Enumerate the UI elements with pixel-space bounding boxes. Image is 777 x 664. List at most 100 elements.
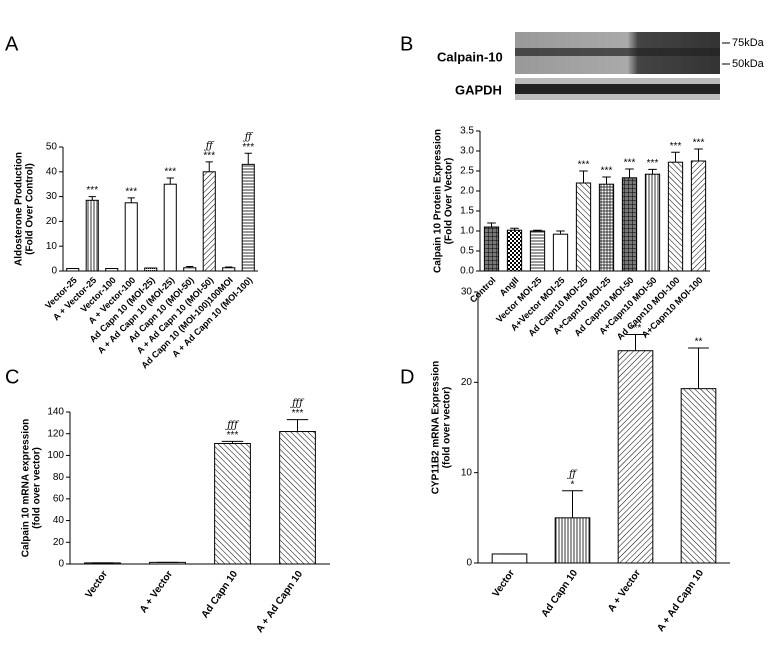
bar: [680, 388, 717, 564]
significance-label: ***: [670, 141, 682, 152]
y-tick-label: 30: [46, 191, 58, 202]
y-tick-label: 10: [461, 467, 473, 478]
significance-label: ***: [203, 151, 215, 162]
bar: [279, 431, 316, 565]
error-bar: [625, 168, 634, 178]
significance-label: ***: [242, 142, 254, 153]
x-tick-label: A + Vector: [606, 568, 643, 614]
bar: [554, 517, 591, 564]
bar: [598, 183, 615, 272]
bar: [552, 233, 569, 272]
significance-label: ***: [601, 166, 613, 177]
panel-label: B: [400, 33, 413, 55]
significance-label: ƒƒƒ: [225, 420, 240, 431]
x-tick-label: A + Ad Capn 10: [655, 568, 706, 634]
bar: [617, 350, 654, 564]
error-bar: [166, 177, 174, 185]
bar: [644, 173, 661, 272]
bar: [163, 183, 177, 272]
panel-label: D: [400, 366, 414, 388]
y-tick-label: 30: [461, 287, 473, 298]
y-tick-label: 3.5: [460, 126, 474, 137]
y-axis-label: (fold over vector): [32, 447, 43, 529]
significance-label: ***: [164, 167, 176, 178]
error-bar: [562, 490, 583, 518]
x-tick-label: A + Vector: [138, 569, 175, 615]
significance-label: **: [695, 337, 703, 348]
bar: [483, 226, 500, 272]
error-bar: [244, 152, 252, 165]
bar: [491, 553, 528, 564]
x-tick-label: Vector: [84, 569, 111, 600]
y-axis-label: CYP11B2 mRNA Expression: [431, 361, 442, 495]
y-tick-label: 120: [47, 428, 64, 439]
bar: [506, 229, 523, 272]
error-bar: [533, 229, 542, 231]
panel-label: C: [5, 366, 19, 388]
significance-label: *: [571, 479, 575, 490]
y-tick-label: 0: [466, 558, 472, 569]
significance-label: ***: [227, 430, 239, 441]
y-axis-label: (fold over vector): [442, 387, 453, 469]
error-bar: [648, 168, 657, 175]
bar: [575, 182, 592, 272]
significance-label: ***: [578, 160, 590, 171]
error-bar: [186, 266, 194, 268]
x-tick-label: Ad Capn 10: [540, 568, 581, 620]
y-tick-label: 80: [53, 472, 65, 483]
bar: [667, 161, 684, 272]
blot-label: GAPDH: [455, 82, 502, 97]
error-bar: [510, 227, 519, 231]
bar: [202, 171, 216, 272]
significance-label: ƒƒ: [204, 140, 215, 151]
y-tick-label: 0: [58, 559, 64, 570]
y-tick-label: 1.5: [460, 206, 474, 217]
y-tick-label: 2.0: [460, 186, 474, 197]
y-tick-label: 10: [46, 241, 58, 252]
blot-label: Calpain-10: [437, 49, 503, 64]
blot-band: [515, 48, 720, 56]
error-bar: [625, 333, 646, 351]
y-tick-label: 40: [46, 166, 58, 177]
error-bar: [579, 170, 588, 183]
bar: [690, 160, 707, 272]
y-tick-label: 0: [51, 266, 57, 277]
significance-label: ***: [86, 185, 98, 196]
error-bar: [205, 161, 213, 172]
bar: [529, 230, 546, 272]
significance-label: ***: [292, 408, 304, 419]
y-tick-label: 20: [46, 216, 58, 227]
bar: [85, 199, 99, 272]
x-tick-label: Control: [468, 275, 498, 305]
y-tick-label: 20: [53, 537, 65, 548]
y-axis-label: Calpain 10 Protein Expression: [433, 129, 444, 273]
error-bar: [225, 266, 233, 268]
y-axis-label: (Fold Over Control): [25, 163, 36, 255]
error-bar: [487, 222, 496, 227]
y-axis-label: (Fold Over Vector): [444, 158, 455, 245]
error-bar: [602, 176, 611, 185]
y-tick-label: 100: [47, 450, 64, 461]
x-tick-label: Ad Capn 10: [200, 569, 241, 621]
y-tick-label: 0.5: [460, 246, 474, 257]
marker-label: 75kDa: [732, 37, 765, 49]
significance-label: ***: [693, 138, 705, 149]
y-tick-label: 60: [53, 493, 65, 504]
bar: [124, 202, 138, 272]
bar: [241, 163, 255, 272]
y-tick-label: 20: [461, 377, 473, 388]
x-tick-label: A + Ad Capn 10: [254, 569, 305, 635]
error-bar: [556, 230, 565, 235]
panel-label: A: [5, 33, 19, 55]
y-tick-label: 3.0: [460, 146, 474, 157]
y-tick-label: 140: [47, 407, 64, 418]
significance-label: ***: [647, 158, 659, 169]
y-axis-label: Aldosterone Production: [14, 152, 25, 266]
bar: [183, 267, 197, 272]
significance-label: ƒƒ: [243, 132, 254, 143]
error-bar: [286, 419, 309, 432]
significance-label: ƒƒ: [567, 469, 578, 480]
error-bar: [671, 151, 680, 163]
y-tick-label: 2.5: [460, 166, 474, 177]
bar: [222, 267, 236, 272]
